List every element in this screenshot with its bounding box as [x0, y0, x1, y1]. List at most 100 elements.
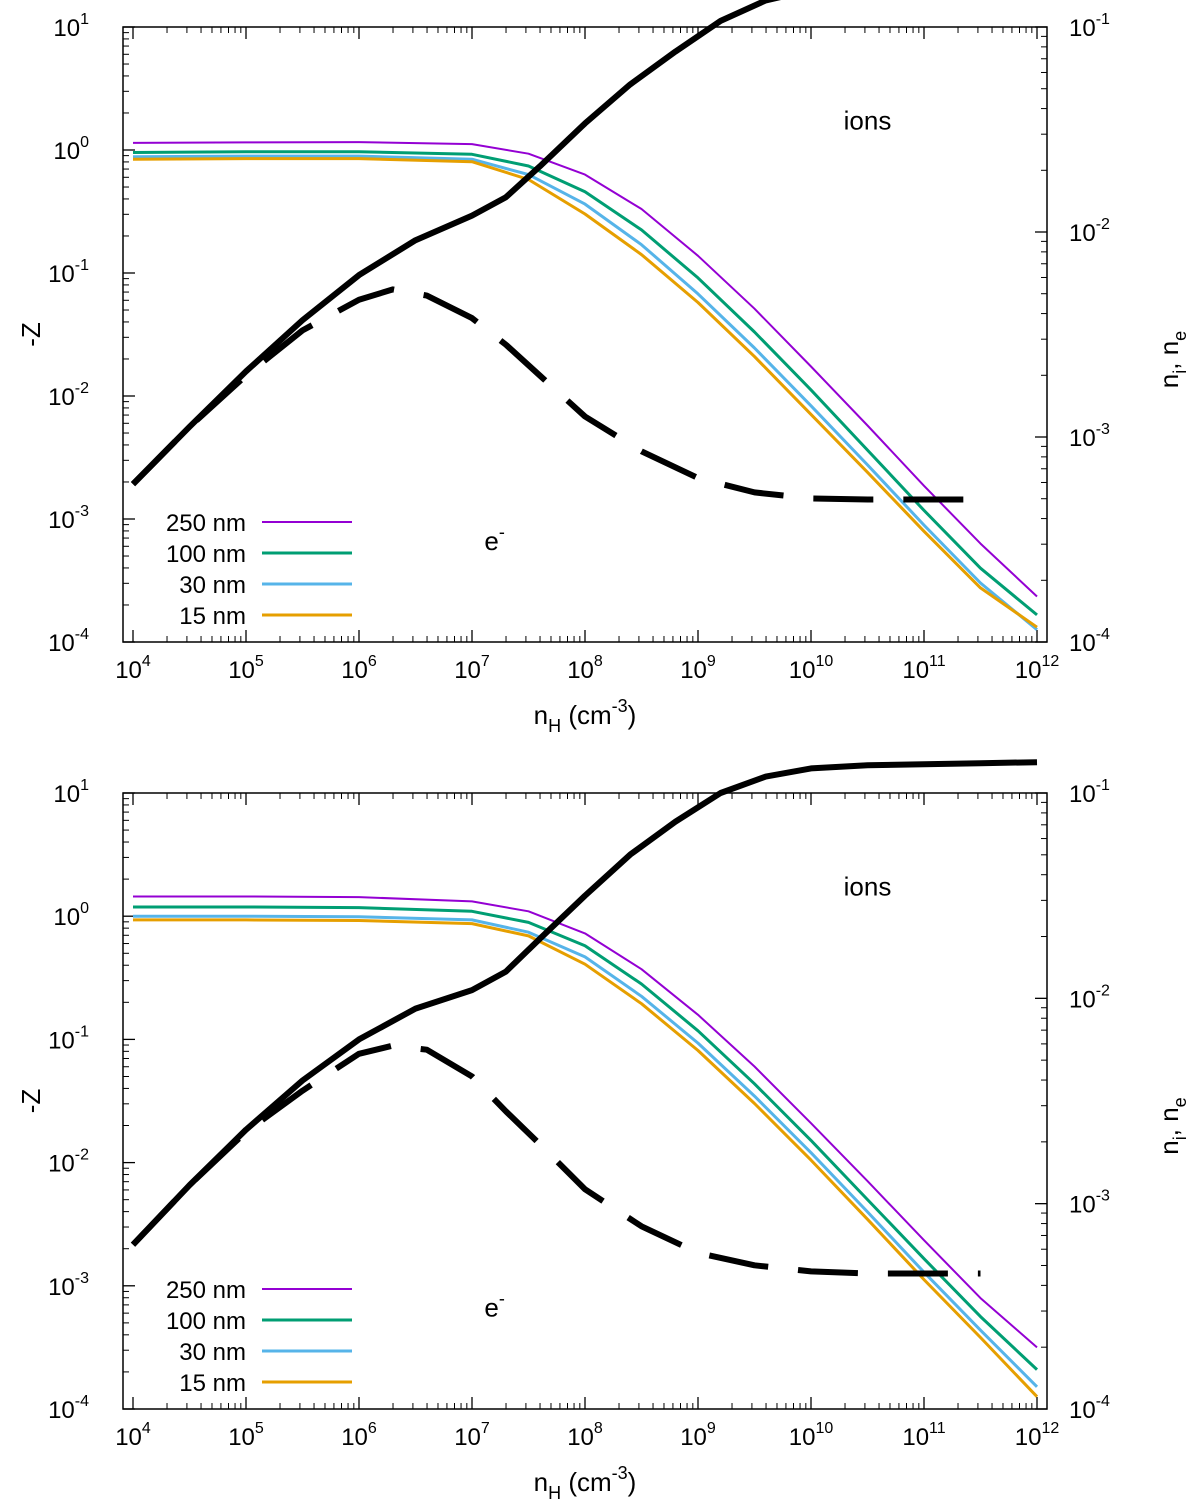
tick-base: 10	[53, 138, 80, 165]
x-axis-label: nH (cm-3)	[534, 1463, 637, 1503]
tick-exponent: 12	[1041, 653, 1059, 670]
y2-axis-label: ni, ne	[1154, 1097, 1190, 1154]
tick-exponent: 6	[368, 1420, 377, 1437]
series-line-electrons	[130, 1042, 981, 1277]
tick-base: 10	[902, 657, 929, 684]
series-line-15-nm	[132, 157, 1038, 629]
x-label-unit-close: )	[628, 700, 637, 730]
y2-label-a: n	[1154, 1140, 1184, 1154]
x-tick-label: 107	[454, 653, 490, 684]
tick-exponent: 7	[481, 1420, 490, 1437]
tick-base: 10	[1069, 1397, 1096, 1424]
y2-label-b-sub: e	[1170, 1097, 1190, 1107]
x-tick-label: 1012	[1015, 653, 1060, 684]
y-tick-label: 10-2	[48, 380, 89, 411]
x-label-unit: (cm	[561, 700, 612, 730]
tick-base: 10	[680, 1424, 707, 1451]
series-line-15-nm	[133, 918, 1039, 1398]
tick-base: 10	[48, 630, 75, 657]
annotation-text: ions	[844, 872, 892, 902]
y2-tick-label: 10-3	[1069, 1188, 1110, 1219]
electron-annotation: e-	[484, 1289, 504, 1323]
series-line-ions	[130, 0, 782, 487]
legend-label: 100 nm	[166, 1308, 246, 1335]
x-tick-label: 107	[454, 1420, 490, 1451]
y2-label-sep: , n	[1154, 341, 1184, 370]
legend-label: 30 nm	[179, 1339, 246, 1366]
annotation-text: ions	[844, 106, 892, 136]
tick-exponent: -2	[75, 380, 89, 397]
legend-label: 15 nm	[179, 603, 246, 630]
y-tick-label: 100	[53, 900, 89, 931]
tick-base: 10	[53, 904, 80, 931]
x-axis-label: nH (cm-3)	[534, 696, 637, 736]
y-tick-label: 10-3	[48, 1270, 89, 1301]
tick-base: 10	[48, 1027, 75, 1054]
y-tick-label: 100	[53, 134, 89, 165]
tick-base: 10	[53, 15, 80, 42]
tick-base: 10	[48, 1151, 75, 1178]
x-label-unit-exp: -3	[612, 1463, 628, 1483]
tick-base: 10	[454, 1424, 481, 1451]
y2-label-sep: , n	[1154, 1107, 1184, 1136]
y-tick-label: 10-1	[48, 1023, 89, 1054]
x-tick-label: 104	[115, 1420, 151, 1451]
tick-base: 10	[567, 1424, 594, 1451]
tick-exponent: 4	[142, 1420, 151, 1437]
tick-base: 10	[1069, 425, 1096, 452]
tick-exponent: 10	[815, 1420, 833, 1437]
y2-axis-label: ni, ne	[1154, 331, 1190, 388]
y2-tick-label: 10-2	[1069, 216, 1110, 247]
y2-label-b-sub: e	[1170, 331, 1190, 341]
y-axis-label: -Z	[16, 322, 46, 347]
x-tick-label: 1011	[902, 653, 945, 684]
tick-exponent: -3	[75, 1270, 89, 1287]
tick-exponent: -4	[75, 626, 89, 643]
tick-exponent: 0	[80, 134, 89, 151]
legend-label: 250 nm	[166, 1277, 246, 1304]
tick-exponent: -2	[1096, 982, 1110, 999]
tick-exponent: 1	[80, 11, 89, 28]
tick-exponent: -1	[1096, 777, 1110, 794]
series-line-100-nm	[133, 905, 1039, 1371]
tick-base: 10	[902, 1424, 929, 1451]
legend: 250 nm 100 nm 30 nm 15 nm	[166, 510, 352, 630]
legend-label: 250 nm	[166, 510, 246, 537]
tick-exponent: 5	[255, 653, 264, 670]
tick-exponent: 9	[707, 1420, 716, 1437]
annotation-text: e	[484, 1293, 498, 1323]
tick-exponent: -1	[75, 257, 89, 274]
tick-base: 10	[48, 261, 75, 288]
tick-exponent: 1	[80, 777, 89, 794]
x-label-unit: (cm	[561, 1467, 612, 1497]
tick-base: 10	[1069, 1192, 1096, 1219]
x-label-base: n	[534, 700, 548, 730]
ions-annotation: ions	[844, 872, 892, 902]
y2-label-a: n	[1154, 374, 1184, 388]
x-label-sub: H	[548, 716, 561, 736]
x-tick-label: 104	[115, 653, 151, 684]
tick-exponent: -3	[1096, 421, 1110, 438]
tick-exponent: -1	[75, 1023, 89, 1040]
tick-exponent: -2	[1096, 216, 1110, 233]
x-tick-label: 106	[341, 1420, 377, 1451]
tick-base: 10	[1015, 1424, 1042, 1451]
tick-exponent: 9	[707, 653, 716, 670]
tick-exponent: 10	[815, 653, 833, 670]
plot-frame	[122, 792, 1048, 1410]
legend-label: 15 nm	[179, 1370, 246, 1397]
y-tick-label: 10-3	[48, 503, 89, 534]
chart-panel-bottom: 104 105 106 107 108 109 1010 1011 101210-410-310…	[16, 759, 1190, 1503]
legend-label: 100 nm	[166, 541, 246, 568]
annotation-text: e	[484, 526, 498, 556]
y2-tick-label: 10-2	[1069, 982, 1110, 1013]
tick-base: 10	[454, 657, 481, 684]
tick-exponent: 8	[594, 1420, 603, 1437]
tick-exponent: -2	[75, 1147, 89, 1164]
x-tick-label: 108	[567, 1420, 603, 1451]
tick-base: 10	[789, 657, 816, 684]
series-line-30-nm	[133, 914, 1039, 1388]
legend-label: 30 nm	[179, 572, 246, 599]
y2-label-a-sub: i	[1170, 1136, 1190, 1140]
